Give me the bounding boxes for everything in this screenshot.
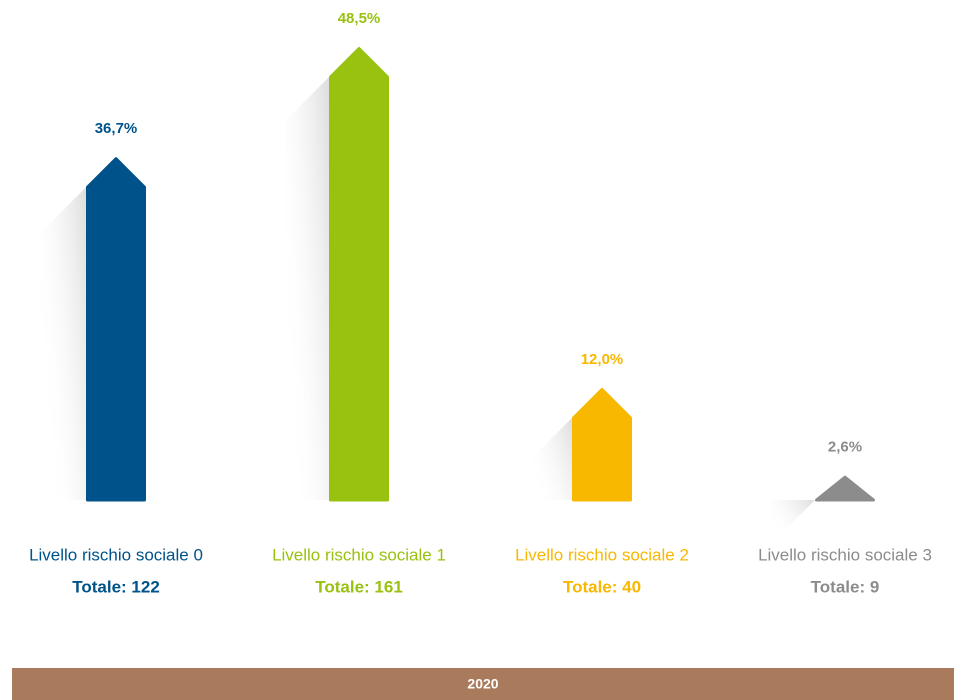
value-label: 48,5%	[338, 10, 381, 27]
total-label: Totale: 122	[72, 577, 160, 596]
bar	[329, 47, 389, 502]
bar-shadow	[771, 500, 815, 544]
value-label: 36,7%	[95, 120, 138, 137]
bar-shadow	[42, 187, 86, 501]
category-label: Livello rischio sociale 1	[272, 545, 446, 564]
bar	[86, 157, 146, 502]
footer-label: 2020	[467, 676, 498, 692]
bar-shadow	[528, 417, 572, 500]
footer-band	[12, 668, 954, 700]
bar	[815, 475, 875, 502]
category-label: Livello rischio sociale 0	[29, 545, 203, 564]
total-label: Totale: 40	[563, 577, 641, 596]
total-label: Totale: 161	[315, 577, 403, 596]
value-label: 2,6%	[828, 439, 862, 456]
category-label: Livello rischio sociale 3	[758, 545, 932, 564]
value-label: 12,0%	[581, 351, 624, 368]
bar-shadow	[285, 77, 329, 500]
category-label: Livello rischio sociale 2	[515, 545, 689, 564]
total-label: Totale: 9	[811, 577, 880, 596]
bar	[572, 387, 632, 502]
